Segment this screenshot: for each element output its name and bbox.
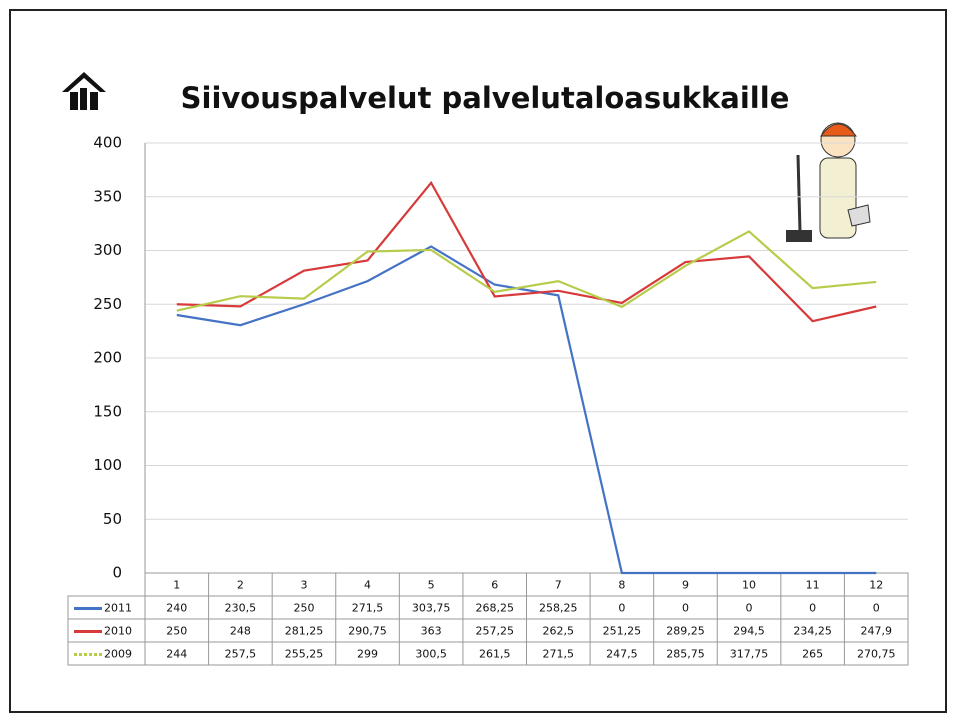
x-tick-label: 7 [555, 579, 562, 592]
table-value: 247,5 [606, 648, 638, 661]
y-tick-label: 200 [93, 349, 122, 367]
table-value: 294,5 [733, 625, 765, 638]
y-tick-label: 250 [93, 295, 122, 313]
table-value: 0 [618, 602, 625, 615]
series-line [176, 180, 877, 323]
table-value: 317,75 [730, 648, 769, 661]
y-tick-label: 400 [93, 134, 122, 152]
table-value: 299 [357, 648, 378, 661]
frame [9, 9, 947, 713]
table-value: 257,5 [225, 648, 257, 661]
table-value: 265 [802, 648, 823, 661]
table-value: 230,5 [225, 602, 257, 615]
table-value: 285,75 [666, 648, 705, 661]
table-value: 268,25 [475, 602, 514, 615]
table-value: 247,9 [860, 625, 892, 638]
chart-title: Siivouspalvelut palvelutaloasukkaille [181, 81, 790, 115]
y-tick-label: 0 [112, 564, 122, 582]
y-tick-label: 100 [93, 456, 122, 474]
table-value: 244 [166, 648, 187, 661]
table-value: 240 [166, 602, 187, 615]
x-tick-label: 3 [300, 579, 307, 592]
x-tick-label: 1 [173, 579, 180, 592]
x-tick-label: 12 [869, 579, 883, 592]
legend-label: 2009 [104, 648, 132, 661]
legend-label: 2010 [104, 625, 132, 638]
table-value: 300,5 [415, 648, 447, 661]
table-value: 0 [682, 602, 689, 615]
table-value: 290,75 [348, 625, 387, 638]
y-tick-label: 350 [93, 187, 122, 205]
table-value: 248 [230, 625, 251, 638]
x-tick-label: 8 [618, 579, 625, 592]
y-tick-label: 150 [93, 402, 122, 420]
series-line [176, 245, 877, 575]
table-value: 234,25 [793, 625, 832, 638]
table-value: 271,5 [543, 648, 575, 661]
table-value: 262,5 [543, 625, 575, 638]
table-value: 363 [421, 625, 442, 638]
table-value: 261,5 [479, 648, 511, 661]
y-tick-label: 300 [93, 241, 122, 259]
series-line [176, 230, 877, 312]
table-value: 281,25 [285, 625, 324, 638]
table-value: 289,25 [666, 625, 705, 638]
table-value: 258,25 [539, 602, 578, 615]
x-tick-label: 10 [742, 579, 756, 592]
x-tick-label: 9 [682, 579, 689, 592]
table-value: 0 [809, 602, 816, 615]
table-value: 303,75 [412, 602, 451, 615]
table-value: 257,25 [475, 625, 514, 638]
x-tick-label: 4 [364, 579, 371, 592]
x-tick-label: 11 [806, 579, 820, 592]
table-value: 0 [746, 602, 753, 615]
x-tick-label: 5 [428, 579, 435, 592]
cleaner-icon [786, 122, 871, 242]
table-value: 251,25 [603, 625, 642, 638]
table-value: 250 [293, 602, 314, 615]
x-tick-label: 6 [491, 579, 498, 592]
table-value: 255,25 [285, 648, 324, 661]
legend-label: 2011 [104, 602, 132, 615]
y-tick-label: 50 [103, 510, 122, 528]
table-value: 271,5 [352, 602, 384, 615]
table-value: 270,75 [857, 648, 896, 661]
table-value: 0 [873, 602, 880, 615]
logo [62, 72, 106, 110]
table-value: 250 [166, 625, 187, 638]
x-tick-label: 2 [237, 579, 244, 592]
